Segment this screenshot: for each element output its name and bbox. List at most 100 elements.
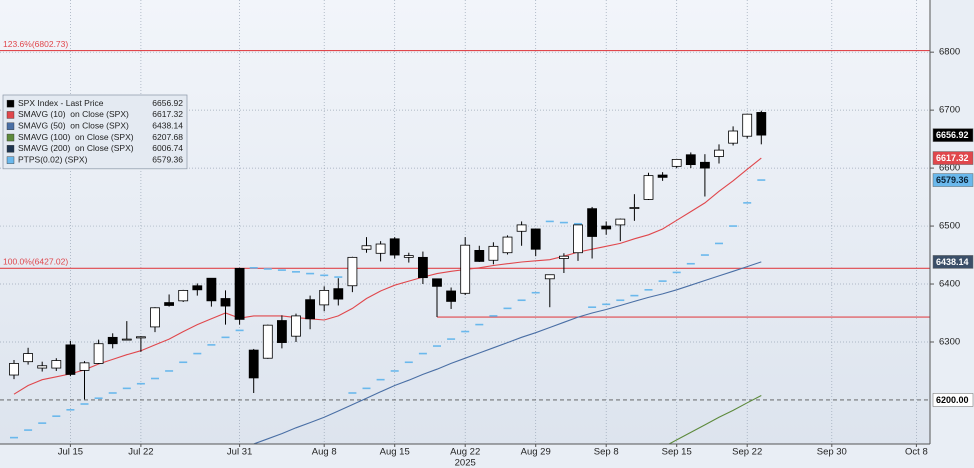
- candle-body: [9, 363, 19, 376]
- candle-body: [714, 149, 724, 157]
- x-tick-label: Oct 8: [905, 447, 928, 458]
- candle-body: [51, 360, 62, 369]
- candle-body: [544, 274, 555, 280]
- legend-label: SMAVG (100) on Close (SPX): [18, 132, 134, 142]
- candle-body: [516, 224, 527, 232]
- candle-body: [728, 130, 738, 144]
- candle-body: [615, 218, 626, 226]
- candle-body: [276, 320, 287, 343]
- candle-body: [756, 112, 767, 136]
- legend-value: 6579.36: [152, 154, 183, 164]
- candle-body: [460, 244, 471, 294]
- y-tick-label: 6700: [939, 105, 960, 116]
- y-tick-label: 6400: [939, 279, 960, 290]
- candle-body: [474, 250, 485, 262]
- candle-body: [446, 290, 457, 302]
- x-tick-label: Aug 15: [380, 447, 410, 458]
- series-line: [13, 157, 762, 395]
- legend-swatch: [6, 145, 15, 153]
- candle-body: [347, 256, 358, 287]
- x-tick-label: Sep 8: [594, 447, 619, 458]
- candle-body: [79, 362, 90, 371]
- legend-swatch: [6, 99, 15, 108]
- candle-body: [220, 298, 231, 307]
- grid: [0, 0, 930, 444]
- candle-body: [305, 299, 316, 320]
- y-tick-label: 6300: [939, 336, 960, 347]
- legend-value: 6656.92: [152, 98, 183, 108]
- x-tick-label: Jul 15: [58, 447, 83, 458]
- candle-body: [23, 353, 34, 363]
- legend-swatch: [6, 133, 15, 142]
- value-tag-label: 6438.14: [936, 257, 969, 267]
- candle-body: [93, 343, 104, 364]
- legend-label: PTPS(0.02) (SPX): [18, 154, 88, 164]
- candle-body: [178, 289, 189, 302]
- level-label: 123.6%(6802.73): [3, 39, 68, 49]
- x-year-label: 2025: [455, 458, 476, 468]
- legend-swatch: [6, 156, 15, 164]
- legend-value: 6006.74: [152, 143, 183, 153]
- plot: 123.6%(6802.73) 100.0%(6427.02): [0, 39, 930, 444]
- candle-body: [262, 324, 273, 359]
- candle-body: [150, 307, 160, 328]
- value-tag: [932, 151, 974, 165]
- x-tick-label: Sep 22: [732, 447, 762, 458]
- candle-body: [685, 154, 696, 166]
- candle-body: [573, 224, 583, 254]
- x-tick-label: Jul 22: [128, 447, 153, 458]
- y-tick-label: 6500: [939, 221, 960, 232]
- candle-body: [417, 256, 428, 279]
- candle-body: [121, 338, 132, 341]
- legend-swatch: [6, 111, 15, 119]
- candle-body: [206, 277, 217, 302]
- legend-value: 6617.32: [152, 109, 183, 119]
- candle-body: [587, 208, 597, 237]
- candle-body: [65, 344, 76, 375]
- legend-label: SMAVG (50) on Close (SPX): [18, 121, 129, 131]
- candle-body: [319, 289, 330, 306]
- candle-body: [559, 255, 569, 259]
- candle-body: [502, 236, 513, 254]
- legend-label: SPX Index - Last Price: [18, 98, 104, 108]
- candle-body: [164, 302, 175, 306]
- candle-body: [700, 161, 710, 169]
- candle-body: [248, 349, 259, 379]
- level-label: 100.0%(6427.02): [3, 257, 68, 267]
- candle-body: [601, 225, 612, 230]
- candle-body: [629, 207, 640, 209]
- candle-body: [375, 243, 386, 254]
- value-tag-label: 6579.36: [936, 175, 969, 185]
- value-tag-label: 6656.92: [936, 130, 969, 140]
- legend-value: 6207.68: [152, 132, 183, 142]
- candle-body: [389, 238, 400, 256]
- candle-body: [107, 336, 118, 345]
- x-tick-label: Aug 8: [312, 447, 337, 458]
- candle-body: [432, 278, 442, 287]
- candle-body: [234, 267, 245, 320]
- value-tag: [932, 173, 974, 187]
- legend-box: [2, 94, 188, 170]
- value-tag-label: 6200.00: [936, 395, 969, 405]
- candle-body: [643, 175, 654, 200]
- y-tick-label: 6600: [939, 163, 960, 174]
- candle-body: [742, 113, 753, 137]
- x-tick-label: Aug 22: [450, 447, 480, 458]
- candle-body: [37, 365, 48, 369]
- candle-body: [488, 245, 499, 261]
- legend: SPX Index - Last Price 6656.92 SMAVG (10) …: [2, 94, 188, 170]
- candle-body: [192, 285, 203, 291]
- x-tick-label: Sep 30: [817, 447, 847, 458]
- candle-body: [530, 228, 541, 250]
- x-tick-label: Aug 29: [521, 447, 551, 458]
- y-tick-label: 6800: [939, 47, 960, 58]
- series-line: [667, 395, 762, 444]
- value-tag: [932, 255, 974, 269]
- legend-label: SMAVG (10) on Close (SPX): [18, 109, 129, 119]
- legend-label: SMAVG (200) on Close (SPX): [18, 143, 134, 153]
- candle-body: [333, 288, 344, 300]
- series-line: [252, 261, 762, 444]
